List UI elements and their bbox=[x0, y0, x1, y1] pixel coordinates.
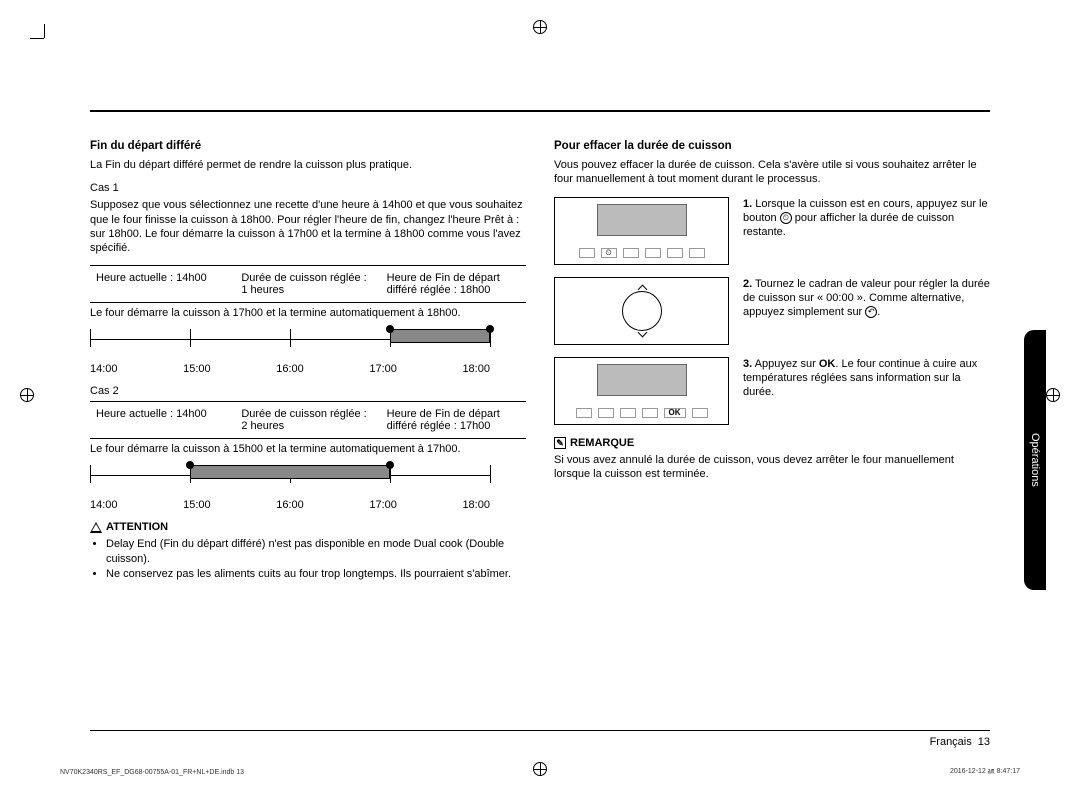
clock-icon: ⏲ bbox=[780, 212, 792, 224]
warning-icon bbox=[90, 522, 102, 533]
case1-label: Cas 1 bbox=[90, 182, 526, 194]
case1-end-time: Heure de Fin de départdifféré réglée : 1… bbox=[381, 272, 526, 296]
step-3: OK 3. Appuyez sur OK. Le four continue à… bbox=[554, 357, 990, 425]
section-tab: Opérations bbox=[1024, 330, 1046, 590]
back-icon: ↶ bbox=[865, 306, 877, 318]
page-content: Fin du départ différé La Fin du départ d… bbox=[90, 110, 990, 582]
remark-heading: ✎ REMARQUE bbox=[554, 437, 990, 449]
case1-current-time: Heure actuelle : 14h00 bbox=[90, 272, 235, 296]
case1-fill bbox=[390, 329, 490, 343]
footer-rule bbox=[90, 730, 990, 731]
intro-text: La Fin du départ différé permet de rendr… bbox=[90, 158, 526, 172]
case1-duration: Durée de cuisson réglée :1 heures bbox=[235, 272, 380, 296]
case1-desc: Supposez que vous sélectionnez une recet… bbox=[90, 198, 526, 255]
registration-mark-right bbox=[1046, 388, 1060, 402]
case2-end-time: Heure de Fin de départdifféré réglée : 1… bbox=[381, 408, 526, 432]
registration-mark-top bbox=[533, 20, 547, 34]
registration-mark-left bbox=[20, 388, 34, 402]
case2-label: Cas 2 bbox=[90, 385, 526, 397]
oven-panel-1: ⏲ bbox=[554, 197, 729, 265]
step-1: ⏲ 1. Lorsque la cuisson est en cours, ap… bbox=[554, 197, 990, 265]
note-icon: ✎ bbox=[554, 437, 566, 449]
step-2: 2. Tournez le cadran de valeur pour régl… bbox=[554, 277, 990, 345]
case2-caption: Le four démarre la cuisson à 15h00 et la… bbox=[90, 443, 526, 455]
attention-list: Delay End (Fin du départ différé) n'est … bbox=[90, 537, 526, 582]
case2-duration: Durée de cuisson réglée :2 heures bbox=[235, 408, 380, 432]
case1-caption: Le four démarre la cuisson à 17h00 et la… bbox=[90, 307, 526, 319]
right-column: Pour effacer la durée de cuisson Vous po… bbox=[554, 140, 990, 582]
case2-fill bbox=[190, 465, 390, 479]
heading-delay-end: Fin du départ différé bbox=[90, 140, 526, 152]
left-column: Fin du départ différé La Fin du départ d… bbox=[90, 140, 526, 582]
crop-mark bbox=[44, 24, 58, 38]
attention-heading: ATTENTION bbox=[90, 521, 526, 533]
case2-info-row: Heure actuelle : 14h00 Durée de cuisson … bbox=[90, 401, 526, 439]
registration-mark-bottom bbox=[533, 762, 547, 776]
print-meta-right: 2016-12-12 ㏂ 8:47:17 bbox=[950, 766, 1020, 776]
case2-current-time: Heure actuelle : 14h00 bbox=[90, 408, 235, 432]
print-meta-left: NV70K2340RS_EF_DG68-00755A-01_FR+NL+DE.i… bbox=[60, 769, 244, 776]
case1-timeline-labels: 14:00 15:00 16:00 17:00 18:00 bbox=[90, 363, 490, 375]
dial-icon bbox=[622, 291, 662, 331]
case1-info-row: Heure actuelle : 14h00 Durée de cuisson … bbox=[90, 265, 526, 303]
oven-panel-2 bbox=[554, 277, 729, 345]
case1-timeline bbox=[90, 323, 490, 357]
right-intro: Vous pouvez effacer la durée de cuisson.… bbox=[554, 158, 990, 187]
case2-timeline-labels: 14:00 15:00 16:00 17:00 18:00 bbox=[90, 499, 490, 511]
attention-item: Ne conservez pas les aliments cuits au f… bbox=[106, 567, 526, 582]
top-rule bbox=[90, 110, 990, 112]
heading-clear-duration: Pour effacer la durée de cuisson bbox=[554, 140, 990, 152]
oven-panel-3: OK bbox=[554, 357, 729, 425]
clock-icon: ⏲ bbox=[601, 248, 617, 258]
remark-text: Si vous avez annulé la durée de cuisson,… bbox=[554, 453, 990, 482]
ok-button-icon: OK bbox=[664, 408, 686, 418]
case2-timeline bbox=[90, 459, 490, 493]
footer: Français13 bbox=[930, 736, 990, 748]
attention-item: Delay End (Fin du départ différé) n'est … bbox=[106, 537, 526, 567]
